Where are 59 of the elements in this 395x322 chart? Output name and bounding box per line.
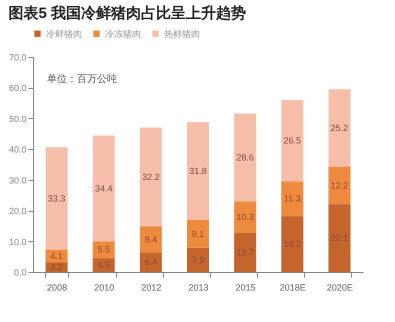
bar: [328, 204, 350, 272]
data-label: 7.9: [192, 254, 204, 265]
bar: [281, 100, 304, 182]
data-label: 26.5: [284, 136, 302, 146]
data-label: 33.3: [48, 193, 66, 204]
data-label: 31.8: [189, 166, 207, 176]
x-tick-label: 2015: [236, 282, 256, 292]
bar: [281, 181, 304, 216]
y-tick-label: 40.0: [8, 144, 26, 155]
annotation: 单位：百万公吨: [47, 73, 117, 85]
x-tick-label: 2010: [94, 282, 114, 292]
bar: [187, 122, 209, 220]
chart-title: 图表5 我国冷鲜猪肉占比呈上升趋势: [8, 5, 246, 22]
data-label: 3.2: [50, 262, 63, 272]
x-tick-label: 2013: [188, 282, 209, 292]
data-label: 10.3: [236, 212, 254, 222]
bar: [92, 258, 115, 272]
y-tick-label: 20.0: [8, 206, 26, 216]
data-label: 32.2: [142, 172, 160, 182]
x-tick-label: 2018E: [280, 282, 306, 292]
y-tick-label: 0.0: [14, 268, 26, 278]
x-tick-label: 2012: [141, 282, 162, 292]
legend-label: 冷冻猪肉: [105, 28, 141, 39]
data-label: 12.7: [236, 247, 254, 258]
bar: [140, 252, 162, 272]
data-label: 34.4: [94, 183, 112, 194]
bar: [46, 147, 68, 250]
bar: [328, 166, 350, 204]
y-tick-label: 10.0: [8, 236, 26, 247]
data-label: 22.1: [330, 233, 348, 244]
data-label: 9.1: [192, 228, 204, 239]
bar: [140, 226, 162, 252]
data-label: 6.4: [144, 257, 158, 268]
bar: [281, 216, 304, 272]
bar: [92, 136, 115, 242]
y-tick-label: 60.0: [8, 83, 26, 94]
bar: [187, 248, 209, 272]
data-label: 11.3: [284, 194, 301, 204]
data-label: 28.6: [236, 152, 254, 162]
x-tick-label: 2020E: [326, 282, 353, 292]
data-label: 4.5: [97, 260, 110, 270]
data-label: 8.4: [144, 234, 158, 244]
legend-label: 冷鲜猪肉: [46, 28, 82, 39]
bar: [234, 232, 256, 272]
bar: [140, 128, 162, 227]
bar: [234, 201, 256, 233]
bar: [234, 114, 256, 202]
data-label: 4.1: [50, 250, 63, 261]
bar: [328, 89, 350, 167]
y-tick-label: 70.0: [8, 52, 26, 62]
y-tick-label: 50.0: [8, 114, 26, 124]
data-label: 5.5: [97, 244, 110, 255]
y-tick-label: 30.0: [8, 175, 26, 186]
x-tick-label: 2008: [47, 282, 68, 292]
bar: [187, 220, 209, 248]
data-label: 12.2: [330, 180, 348, 190]
data-label: 25.2: [330, 122, 348, 133]
legend-label: 热鲜猪肉: [164, 28, 200, 39]
data-label: 18.2: [284, 239, 302, 250]
